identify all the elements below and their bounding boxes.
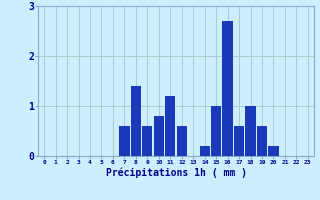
Bar: [131, 86, 141, 156]
Bar: [165, 96, 175, 156]
Bar: [177, 126, 187, 156]
Bar: [154, 116, 164, 156]
Bar: [245, 106, 256, 156]
Bar: [268, 146, 279, 156]
Bar: [211, 106, 221, 156]
X-axis label: Précipitations 1h ( mm ): Précipitations 1h ( mm ): [106, 168, 246, 178]
Bar: [222, 21, 233, 156]
Bar: [234, 126, 244, 156]
Bar: [142, 126, 153, 156]
Bar: [199, 146, 210, 156]
Bar: [257, 126, 267, 156]
Bar: [119, 126, 130, 156]
